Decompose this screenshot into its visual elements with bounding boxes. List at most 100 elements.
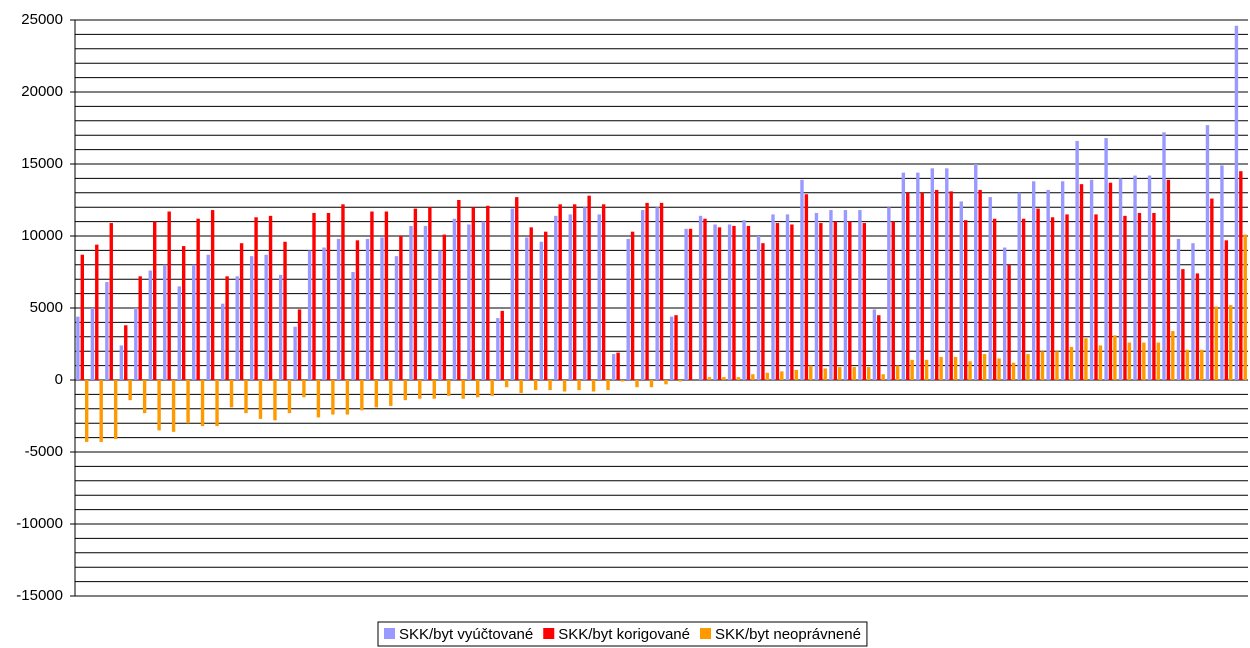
bar [945,168,949,380]
bar [756,236,761,380]
bar [181,246,186,380]
bar [370,211,374,380]
bar [148,270,153,380]
bar [645,202,649,380]
bar [848,221,852,380]
bar [1104,138,1108,380]
bar [490,380,494,396]
bar [1017,192,1021,380]
y-tick-label: -15000 [16,587,63,604]
bar [380,237,384,380]
bar [293,326,297,380]
bar [554,215,558,380]
bar [949,191,953,380]
bar [1069,346,1074,380]
bar [229,380,234,408]
bar [732,225,736,380]
bar [829,210,833,380]
bar [461,380,465,399]
bar [283,241,287,380]
bar [486,205,490,380]
bar [1113,335,1117,380]
bar [1224,240,1229,380]
bar [171,380,176,432]
bar [655,207,659,380]
bar [587,195,591,380]
y-tick-label: 25000 [21,11,63,28]
bar [823,368,827,380]
bar [442,234,447,380]
bar [138,276,142,380]
bar [746,225,751,380]
bar [707,377,712,380]
bar [1031,181,1036,380]
bar [418,380,422,399]
legend-swatch [543,628,555,639]
bar [1185,349,1189,380]
legend-label: SKK/byt korigované [558,626,690,643]
bar [939,356,943,380]
bar [302,380,306,398]
bar [916,172,920,380]
bar [819,223,823,380]
bar [862,223,866,380]
bar [1210,198,1214,380]
bar [742,220,746,380]
y-tick-label: -5000 [25,443,63,460]
bar [659,202,664,380]
bar [423,225,428,380]
bar [539,241,544,380]
bar [80,254,84,380]
bar [1075,140,1079,380]
bar [355,240,360,380]
bar [438,250,442,380]
bar [982,354,987,380]
bar [626,238,630,380]
bar [374,380,379,408]
bar [997,358,1001,380]
bar [901,172,906,380]
bar [1084,338,1088,380]
bar [713,224,717,380]
bar [838,367,842,380]
bar [1011,362,1016,380]
bar [153,221,157,380]
bar [99,380,103,442]
bar [684,228,688,380]
bar [1152,212,1156,380]
bar [852,367,856,380]
bar [1040,351,1045,380]
bar [273,380,277,421]
bar [1171,331,1175,380]
bar [200,380,205,427]
bar [1108,182,1113,380]
bar [591,380,596,392]
bar [616,352,620,380]
bar [336,238,341,380]
bar [800,179,804,380]
bar [206,254,210,380]
y-tick-label: 5000 [30,299,63,316]
bar [1147,175,1152,380]
legend-swatch [700,628,711,639]
bar [128,380,132,401]
bar [722,377,726,380]
bar [1098,345,1103,380]
bar [312,212,316,380]
bar [457,200,461,380]
bar [1055,351,1059,380]
bar [95,244,99,380]
bar [703,218,707,380]
bar [316,380,321,418]
bar [891,221,895,380]
bar [843,210,848,380]
bar [736,377,741,380]
bar [978,189,982,380]
bar [877,315,881,380]
bar [1220,165,1224,380]
bar [790,224,794,380]
bar [1089,179,1094,380]
bar [775,223,780,380]
bar [1127,342,1132,380]
